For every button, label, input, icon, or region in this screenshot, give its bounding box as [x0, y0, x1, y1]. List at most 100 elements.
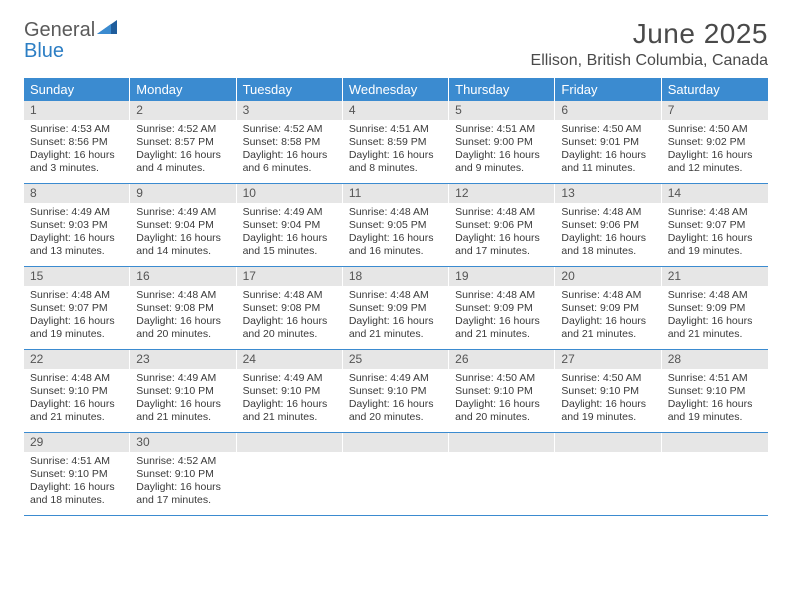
calendar-cell: 7Sunrise: 4:50 AMSunset: 9:02 PMDaylight… [662, 101, 768, 183]
cell-sunset: Sunset: 8:56 PM [30, 136, 124, 149]
cell-sunrise: Sunrise: 4:49 AM [30, 206, 124, 219]
day-number [555, 433, 661, 452]
calendar-cell: 4Sunrise: 4:51 AMSunset: 8:59 PMDaylight… [343, 101, 449, 183]
cell-body: Sunrise: 4:49 AMSunset: 9:10 PMDaylight:… [237, 369, 343, 431]
day-number: 14 [662, 184, 768, 203]
calendar-cell: 8Sunrise: 4:49 AMSunset: 9:03 PMDaylight… [24, 184, 130, 266]
cell-sunrise: Sunrise: 4:51 AM [30, 455, 124, 468]
day-number [237, 433, 343, 452]
dayhead-tue: Tuesday [237, 78, 343, 101]
cell-sunset: Sunset: 9:09 PM [668, 302, 762, 315]
cell-sunrise: Sunrise: 4:48 AM [349, 206, 443, 219]
cell-d1: Daylight: 16 hours [136, 398, 230, 411]
cell-sunrise: Sunrise: 4:48 AM [668, 206, 762, 219]
cell-d2: and 9 minutes. [455, 162, 549, 175]
cell-sunset: Sunset: 9:07 PM [30, 302, 124, 315]
cell-d1: Daylight: 16 hours [30, 481, 124, 494]
cell-sunrise: Sunrise: 4:48 AM [30, 372, 124, 385]
day-number: 10 [237, 184, 343, 203]
cell-d2: and 20 minutes. [136, 328, 230, 341]
cell-body: Sunrise: 4:51 AMSunset: 9:10 PMDaylight:… [24, 452, 130, 514]
cell-d1: Daylight: 16 hours [561, 398, 655, 411]
cell-body: Sunrise: 4:48 AMSunset: 9:09 PMDaylight:… [449, 286, 555, 348]
page-title: June 2025 [531, 18, 768, 50]
day-number: 8 [24, 184, 130, 203]
cell-d1: Daylight: 16 hours [243, 315, 337, 328]
cell-body: Sunrise: 4:48 AMSunset: 9:06 PMDaylight:… [555, 203, 661, 265]
cell-sunset: Sunset: 9:10 PM [561, 385, 655, 398]
cell-d1: Daylight: 16 hours [349, 398, 443, 411]
cell-d2: and 13 minutes. [30, 245, 124, 258]
cell-d2: and 21 minutes. [668, 328, 762, 341]
day-number: 26 [449, 350, 555, 369]
logo-triangle-icon [95, 19, 119, 41]
cell-sunset: Sunset: 9:09 PM [561, 302, 655, 315]
cell-body: Sunrise: 4:48 AMSunset: 9:09 PMDaylight:… [662, 286, 768, 348]
cell-body: Sunrise: 4:52 AMSunset: 8:57 PMDaylight:… [130, 120, 236, 182]
cell-d1: Daylight: 16 hours [668, 398, 762, 411]
day-number: 25 [343, 350, 449, 369]
cell-body: Sunrise: 4:48 AMSunset: 9:08 PMDaylight:… [130, 286, 236, 348]
cell-sunrise: Sunrise: 4:50 AM [561, 123, 655, 136]
cell-body: Sunrise: 4:48 AMSunset: 9:07 PMDaylight:… [24, 286, 130, 348]
cell-sunrise: Sunrise: 4:52 AM [136, 123, 230, 136]
weeks-container: 1Sunrise: 4:53 AMSunset: 8:56 PMDaylight… [24, 101, 768, 516]
cell-d1: Daylight: 16 hours [455, 398, 549, 411]
cell-sunrise: Sunrise: 4:50 AM [668, 123, 762, 136]
cell-body: Sunrise: 4:48 AMSunset: 9:10 PMDaylight:… [24, 369, 130, 431]
calendar-cell: 18Sunrise: 4:48 AMSunset: 9:09 PMDayligh… [343, 267, 449, 349]
cell-body: Sunrise: 4:49 AMSunset: 9:04 PMDaylight:… [237, 203, 343, 265]
dayhead-fri: Friday [555, 78, 661, 101]
day-number: 15 [24, 267, 130, 286]
calendar-cell: 24Sunrise: 4:49 AMSunset: 9:10 PMDayligh… [237, 350, 343, 432]
cell-body: Sunrise: 4:50 AMSunset: 9:02 PMDaylight:… [662, 120, 768, 182]
dayhead-row: Sunday Monday Tuesday Wednesday Thursday… [24, 78, 768, 101]
cell-d1: Daylight: 16 hours [455, 315, 549, 328]
dayhead-sat: Saturday [662, 78, 768, 101]
calendar-cell: 28Sunrise: 4:51 AMSunset: 9:10 PMDayligh… [662, 350, 768, 432]
day-number [343, 433, 449, 452]
calendar-cell: 25 Sunrise: 4:49 AMSunset: 9:10 PMDayligh… [343, 350, 449, 432]
day-number: 13 [555, 184, 661, 203]
cell-d2: and 21 minutes. [30, 411, 124, 424]
cell-sunset: Sunset: 9:04 PM [136, 219, 230, 232]
cell-sunset: Sunset: 9:10 PM [136, 385, 230, 398]
cell-body: Sunrise: 4:48 AMSunset: 9:05 PMDaylight:… [343, 203, 449, 265]
day-number: 9 [130, 184, 236, 203]
day-number: 30 [130, 433, 236, 452]
cell-d2: and 15 minutes. [243, 245, 337, 258]
calendar-cell: 14Sunrise: 4:48 AMSunset: 9:07 PMDayligh… [662, 184, 768, 266]
calendar-cell: 6Sunrise: 4:50 AMSunset: 9:01 PMDaylight… [555, 101, 661, 183]
cell-sunset: Sunset: 9:10 PM [243, 385, 337, 398]
cell-sunrise: Sunrise: 4:49 AM [349, 372, 443, 385]
dayhead-mon: Monday [130, 78, 236, 101]
day-number: 21 [662, 267, 768, 286]
cell-sunrise: Sunrise: 4:52 AM [243, 123, 337, 136]
cell-sunset: Sunset: 8:58 PM [243, 136, 337, 149]
cell-body: Sunrise: 4:48 AMSunset: 9:06 PMDaylight:… [449, 203, 555, 265]
cell-d2: and 21 minutes. [349, 328, 443, 341]
cell-sunrise: Sunrise: 4:48 AM [455, 289, 549, 302]
cell-d2: and 19 minutes. [668, 411, 762, 424]
cell-sunset: Sunset: 9:10 PM [349, 385, 443, 398]
calendar-cell: 23Sunrise: 4:49 AMSunset: 9:10 PMDayligh… [130, 350, 236, 432]
cell-d1: Daylight: 16 hours [455, 232, 549, 245]
calendar-cell: 1Sunrise: 4:53 AMSunset: 8:56 PMDaylight… [24, 101, 130, 183]
cell-body: Sunrise: 4:49 AMSunset: 9:04 PMDaylight:… [130, 203, 236, 265]
cell-sunset: Sunset: 9:09 PM [349, 302, 443, 315]
cell-sunset: Sunset: 9:10 PM [668, 385, 762, 398]
cell-body: Sunrise: 4:51 AMSunset: 9:10 PMDaylight:… [662, 369, 768, 431]
calendar-cell: 27Sunrise: 4:50 AMSunset: 9:10 PMDayligh… [555, 350, 661, 432]
cell-d1: Daylight: 16 hours [136, 149, 230, 162]
day-number [449, 433, 555, 452]
cell-sunset: Sunset: 9:00 PM [455, 136, 549, 149]
day-number: 24 [237, 350, 343, 369]
day-number: 6 [555, 101, 661, 120]
cell-body: Sunrise: 4:48 AMSunset: 9:09 PMDaylight:… [343, 286, 449, 348]
week-row: 15Sunrise: 4:48 AMSunset: 9:07 PMDayligh… [24, 267, 768, 350]
cell-sunset: Sunset: 8:57 PM [136, 136, 230, 149]
cell-sunrise: Sunrise: 4:48 AM [561, 289, 655, 302]
page-header: General Blue June 2025 Ellison, British … [24, 18, 768, 70]
calendar: Sunday Monday Tuesday Wednesday Thursday… [24, 78, 768, 516]
cell-sunrise: Sunrise: 4:48 AM [243, 289, 337, 302]
